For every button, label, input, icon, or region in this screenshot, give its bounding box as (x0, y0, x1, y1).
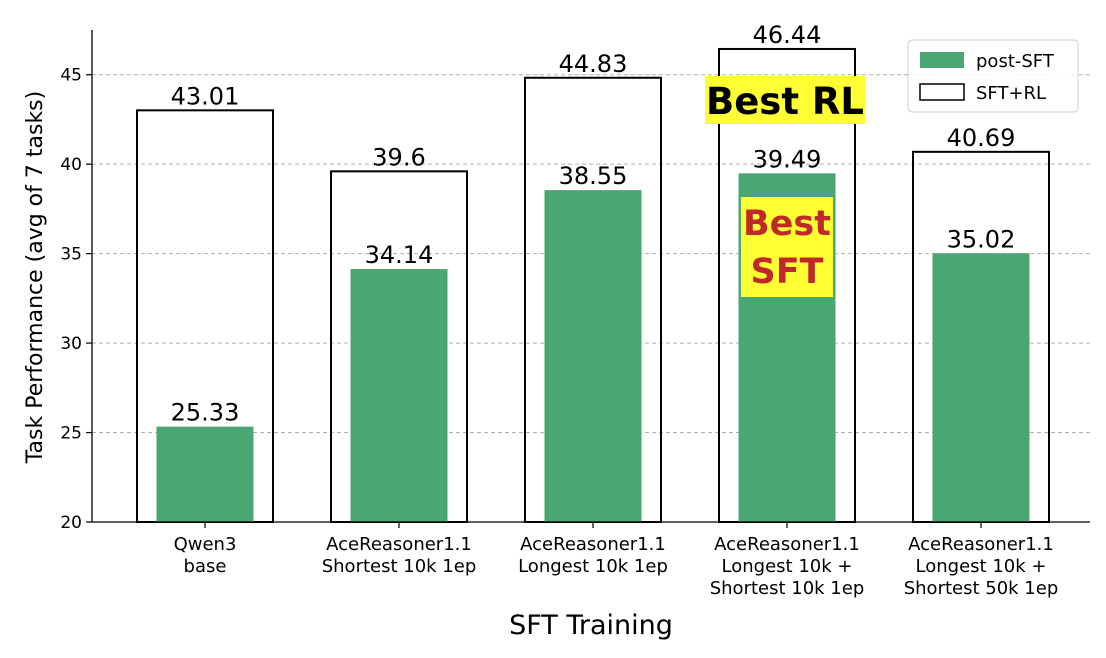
x-tick-label: AceReasoner1.1 (714, 534, 860, 555)
y-tick-label: 35 (60, 245, 82, 265)
best-sft-label: SFT (751, 252, 824, 292)
post-sft-bar (544, 190, 642, 522)
x-tick-label: Shortest 10k 1ep (322, 556, 477, 577)
legend-label-post-sft: post-SFT (976, 51, 1055, 72)
post-sft-value-label: 39.49 (753, 145, 822, 173)
annotations: Best RL Best SFT (705, 76, 865, 297)
sft-rl-value-label: 44.83 (559, 50, 628, 78)
y-tick-label: 45 (60, 66, 82, 86)
x-tick-label: AceReasoner1.1 (520, 534, 666, 555)
x-tick-label: Shortest 10k 1ep (710, 578, 865, 599)
legend-swatch-post-sft (920, 52, 964, 68)
post-sft-bar (156, 426, 254, 522)
x-tick-label: Longest 10k 1ep (518, 556, 668, 577)
best-sft-label: Best (743, 204, 831, 244)
post-sft-bar (350, 269, 448, 522)
axes: 202530354045Qwen3baseAceReasoner1.1Short… (60, 30, 1090, 599)
x-tick-label: Longest 10k + (916, 556, 1047, 577)
best-rl-label: Best RL (706, 80, 864, 123)
sft-rl-value-label: 39.6 (372, 143, 425, 171)
x-tick-label: AceReasoner1.1 (326, 534, 472, 555)
post-sft-value-label: 35.02 (947, 225, 1016, 253)
y-axis-title: Task Performance (avg of 7 tasks) (23, 91, 48, 464)
sft-rl-value-label: 40.69 (947, 124, 1016, 152)
sft-rl-value-label: 43.01 (171, 82, 240, 110)
x-axis-title: SFT Training (509, 610, 673, 641)
post-sft-bars (156, 173, 1030, 522)
y-tick-label: 25 (60, 424, 82, 444)
x-tick-label: base (184, 556, 227, 577)
x-tick-label: Shortest 50k 1ep (904, 578, 1059, 599)
best-rl-highlight (705, 76, 865, 124)
post-sft-value-label: 38.55 (559, 162, 628, 190)
legend: post-SFT SFT+RL (907, 39, 1079, 113)
best-sft-highlight (741, 197, 833, 297)
x-tick-label: Longest 10k + (722, 556, 853, 577)
post-sft-value-label: 34.14 (365, 241, 434, 269)
legend-swatch-sft-rl (919, 83, 965, 101)
x-tick-label: AceReasoner1.1 (908, 534, 1054, 555)
y-tick-label: 30 (60, 334, 82, 354)
post-sft-value-label: 25.33 (171, 399, 240, 427)
sft-rl-value-label: 46.44 (753, 21, 822, 49)
legend-label-sft-rl: SFT+RL (976, 83, 1046, 104)
y-tick-label: 40 (60, 155, 82, 175)
post-sft-bar (932, 253, 1030, 522)
value-labels: 43.01 25.33 39.6 34.14 44.83 38.55 46.44 39.49 4… (171, 21, 1016, 427)
x-tick-label: Qwen3 (174, 534, 237, 555)
y-tick-label: 20 (60, 513, 82, 533)
